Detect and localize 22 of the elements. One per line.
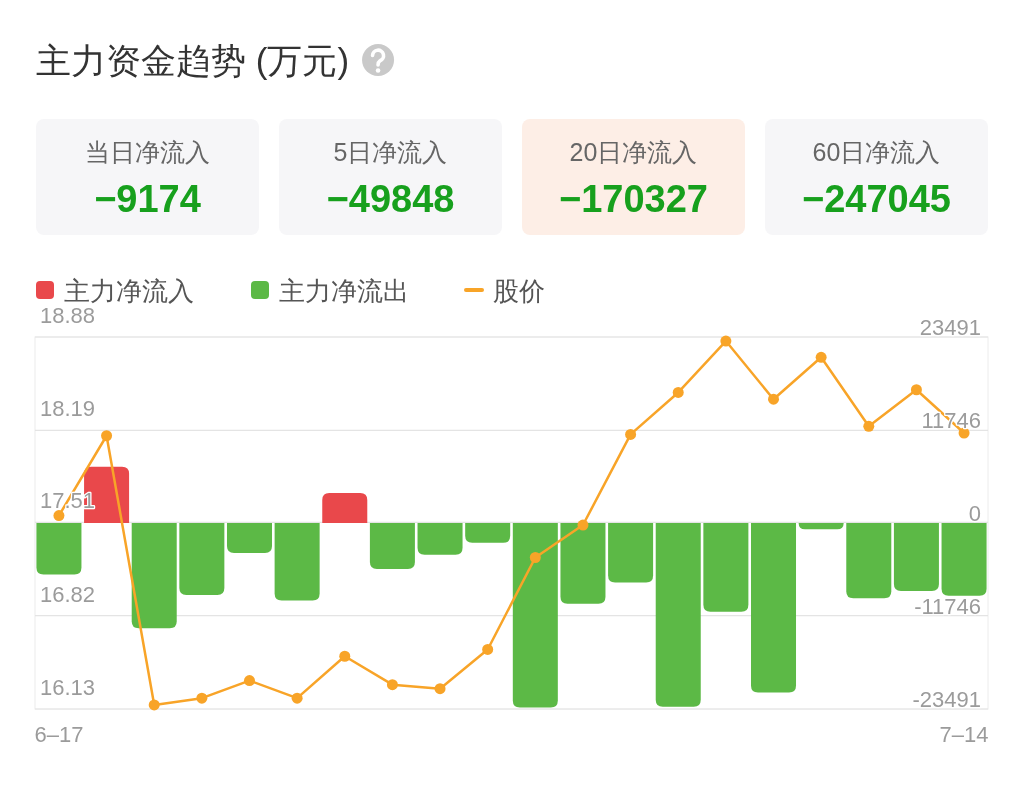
y-tick-label: 18.88	[40, 303, 96, 328]
data-label: −170327	[559, 178, 708, 220]
text: 主力资金趋势 (万元)	[36, 41, 350, 80]
category-label: 5日净流入	[333, 138, 448, 166]
y2-tick-label: 23491	[919, 315, 981, 340]
y2-tick-label: -23491	[912, 687, 981, 712]
legend-label: 股价	[493, 275, 545, 306]
data-label: −9174	[94, 178, 201, 220]
data-label: −247045	[802, 178, 951, 220]
y-tick-label: 16.13	[40, 675, 96, 700]
data-label: −49848	[326, 178, 455, 220]
category-label: 60日净流入	[812, 138, 941, 166]
y-tick-label: 18.19	[40, 396, 96, 422]
legend-label: 主力净流入	[64, 275, 194, 306]
legend-label: 主力净流出	[279, 275, 409, 306]
y2-tick-label: -11746	[914, 594, 981, 619]
x-tick-label: 6–17	[34, 722, 84, 747]
y-tick-label: 16.82	[40, 581, 96, 607]
x-tick-label: 7–14	[939, 722, 989, 747]
category-label: 20日净流入	[569, 138, 698, 166]
category-label: 当日净流入	[85, 138, 210, 166]
y2-tick-label: 0	[968, 501, 981, 526]
